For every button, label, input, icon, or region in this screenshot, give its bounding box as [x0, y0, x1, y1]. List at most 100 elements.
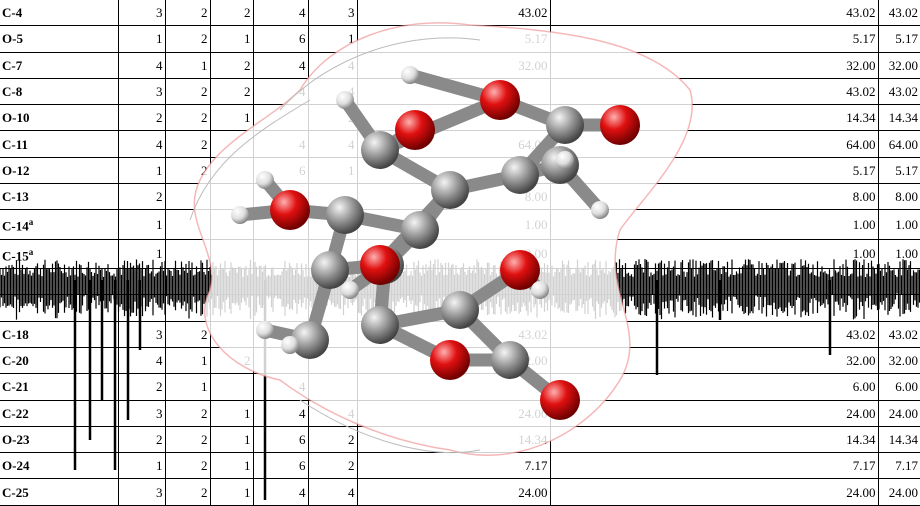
- cell-value: 24.00: [888, 484, 918, 500]
- cell-value: 7.17: [852, 458, 876, 474]
- cell-value: 24.00: [846, 405, 876, 421]
- row-label: O-24: [0, 452, 119, 480]
- cell-value: 43.02: [888, 84, 918, 100]
- cell: 2: [165, 321, 211, 348]
- atom: [401, 66, 419, 84]
- atom: [291, 321, 329, 359]
- cell: 2: [308, 452, 358, 480]
- cell-value: 4: [156, 353, 163, 369]
- label-text: C-7: [2, 57, 23, 73]
- cell-value: 3: [156, 484, 163, 500]
- row: O-24 1 2 1 6 2 7.17 7.17 7.17: [0, 452, 920, 480]
- cell-value: 1: [201, 353, 208, 369]
- atom: [256, 321, 274, 339]
- cell-value: 2: [201, 84, 208, 100]
- cell: 2: [210, 0, 254, 27]
- atom: [480, 80, 520, 120]
- cell: 1: [210, 25, 254, 53]
- cell-value: 2: [201, 162, 208, 178]
- label-text: C-8: [2, 84, 23, 100]
- cell: 14.34: [878, 426, 920, 454]
- cell-value: 43.02: [888, 326, 918, 342]
- atom: [501, 156, 539, 194]
- cell-value: 1: [244, 31, 251, 47]
- label-text: C-13: [2, 189, 29, 205]
- cell: 32.00: [878, 347, 920, 375]
- cell: 7.17: [550, 452, 879, 480]
- cell-value: 6.00: [895, 379, 918, 395]
- cell: 43.02: [878, 321, 920, 348]
- label-text: C-4: [2, 5, 23, 21]
- cell: 2: [118, 104, 166, 132]
- cell-value: 4: [299, 5, 306, 21]
- cell: 2: [165, 0, 211, 27]
- cell-value: 4: [348, 484, 355, 500]
- atom: [401, 211, 439, 249]
- cell: 1: [210, 426, 254, 454]
- cell-value: 32.00: [888, 57, 918, 73]
- cell-value: 8.00: [895, 189, 918, 205]
- cell-value: 32.00: [888, 353, 918, 369]
- cell: 2: [118, 373, 166, 401]
- atom: [531, 281, 549, 299]
- cell-value: 8.00: [852, 189, 876, 205]
- row-label: C-14a: [0, 209, 119, 240]
- cell-value: 4: [299, 57, 306, 73]
- cell: 4: [118, 347, 166, 375]
- atom: [500, 250, 540, 290]
- cell-value: 2: [201, 136, 208, 152]
- cell: 2: [165, 400, 211, 427]
- cell-value: 2: [156, 379, 163, 395]
- cell-value: 43.02: [846, 5, 876, 21]
- atom: [231, 206, 249, 224]
- cell-value: 1: [156, 217, 163, 233]
- cell-value: 2: [201, 5, 208, 21]
- cell-value: 43.02: [846, 84, 876, 100]
- cell: 1: [210, 400, 254, 427]
- cell-value: 5.17: [895, 31, 918, 47]
- label-text: C-11: [2, 136, 28, 152]
- cell: 1: [210, 104, 254, 132]
- atom: [441, 291, 479, 329]
- label-text: O-10: [2, 110, 30, 126]
- cell-value: 3: [156, 84, 163, 100]
- cell: 1: [165, 373, 211, 401]
- cell-value: 1: [156, 162, 163, 178]
- cell-value: 24.00: [846, 484, 876, 500]
- cell-value: 2: [156, 431, 163, 447]
- row-label: C-18: [0, 321, 119, 348]
- cell-value: 6: [299, 31, 306, 47]
- cell-value: 14.34: [846, 431, 876, 447]
- cell: 2: [308, 426, 358, 454]
- cell-value: 2: [201, 110, 208, 126]
- atom: [270, 190, 310, 230]
- row-label: C-8: [0, 78, 119, 106]
- row-label: O-5: [0, 25, 119, 53]
- cell-value: 5.17: [895, 162, 918, 178]
- upper-rows: C-4 3 2 2 4 3 43.02 43.02 43.02 O-5 1 2 1 6 1 5.17 5.17 5…: [0, 0, 920, 270]
- cell: 6.00: [878, 373, 920, 401]
- cell: 6: [253, 452, 309, 480]
- cell-value: 14.34: [888, 110, 918, 126]
- atom: [430, 340, 470, 380]
- cell: 1: [165, 52, 211, 79]
- cell: 1.00: [878, 209, 920, 240]
- footnote-mark: a: [28, 217, 34, 228]
- cell: 24.00: [550, 400, 879, 427]
- cell: 2: [165, 130, 211, 158]
- cell-value: 1.00: [895, 217, 918, 233]
- cell-value: 4: [299, 405, 306, 421]
- label-text: O-24: [2, 458, 30, 474]
- label-text: O-12: [2, 162, 30, 178]
- cell-value: 1: [244, 405, 251, 421]
- cell-value: 32.00: [846, 353, 876, 369]
- cell: 1: [118, 209, 166, 240]
- cell-value: 2: [201, 484, 208, 500]
- cell-value: 6.00: [852, 379, 876, 395]
- cell-value: 24.00: [518, 484, 548, 500]
- row-label: C-7: [0, 52, 119, 79]
- cell: 1: [165, 347, 211, 375]
- cell-value: 1: [156, 31, 163, 47]
- cell: 3: [308, 0, 358, 27]
